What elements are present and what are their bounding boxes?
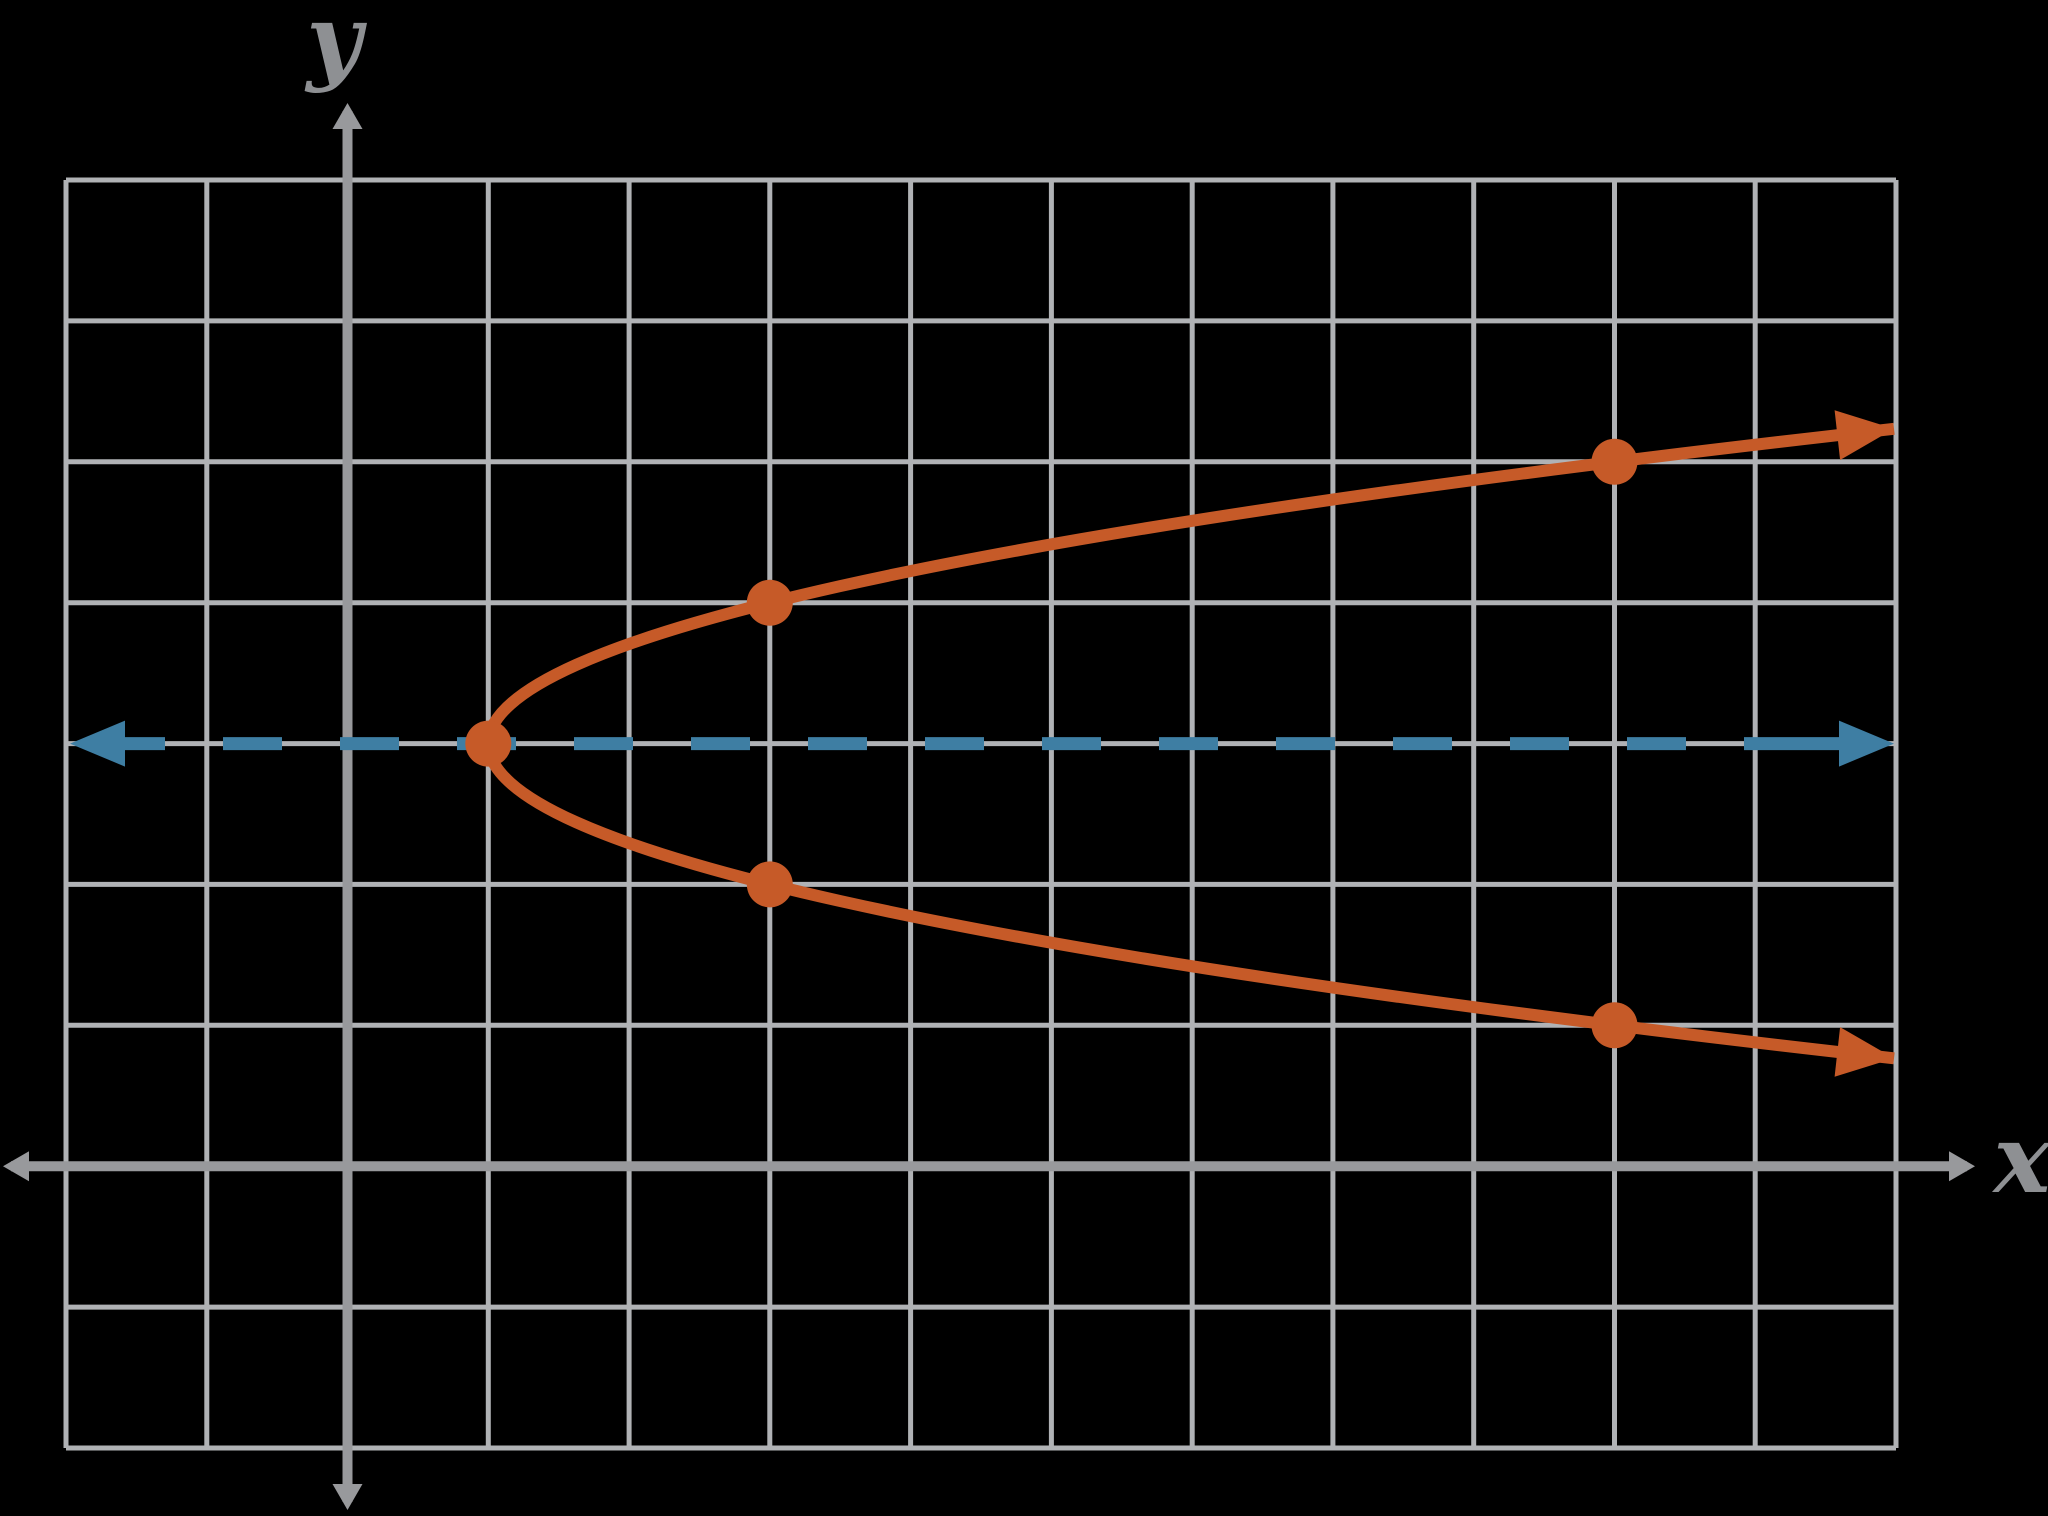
- dashed-line-left-arrow-icon: [70, 720, 125, 767]
- y-axis: [332, 103, 363, 1510]
- grid-lines: [63, 177, 1899, 1451]
- x-axis-right-arrow-icon: [1949, 1151, 1975, 1182]
- parabola-upper-arrow-icon: [1834, 410, 1894, 460]
- dashed-line-right-arrow-icon: [1839, 720, 1894, 767]
- point-dot: [746, 861, 793, 908]
- point-dot: [465, 720, 512, 767]
- point-dot: [1591, 1002, 1638, 1049]
- axis-of-symmetry-dashed-line: [70, 720, 1894, 767]
- x-axis-left-arrow-icon: [3, 1151, 29, 1182]
- y-axis-down-arrow-icon: [332, 1484, 363, 1510]
- x-axis: [3, 1151, 1975, 1182]
- x-axis-label: x: [1992, 1104, 2048, 1215]
- y-axis-up-arrow-icon: [332, 103, 363, 129]
- parabola-lower-arrow-icon: [1834, 1027, 1894, 1077]
- point-dot: [746, 579, 793, 626]
- point-dot: [1591, 438, 1638, 485]
- y-axis-label: y: [304, 0, 367, 95]
- marked-points: [465, 438, 1638, 1049]
